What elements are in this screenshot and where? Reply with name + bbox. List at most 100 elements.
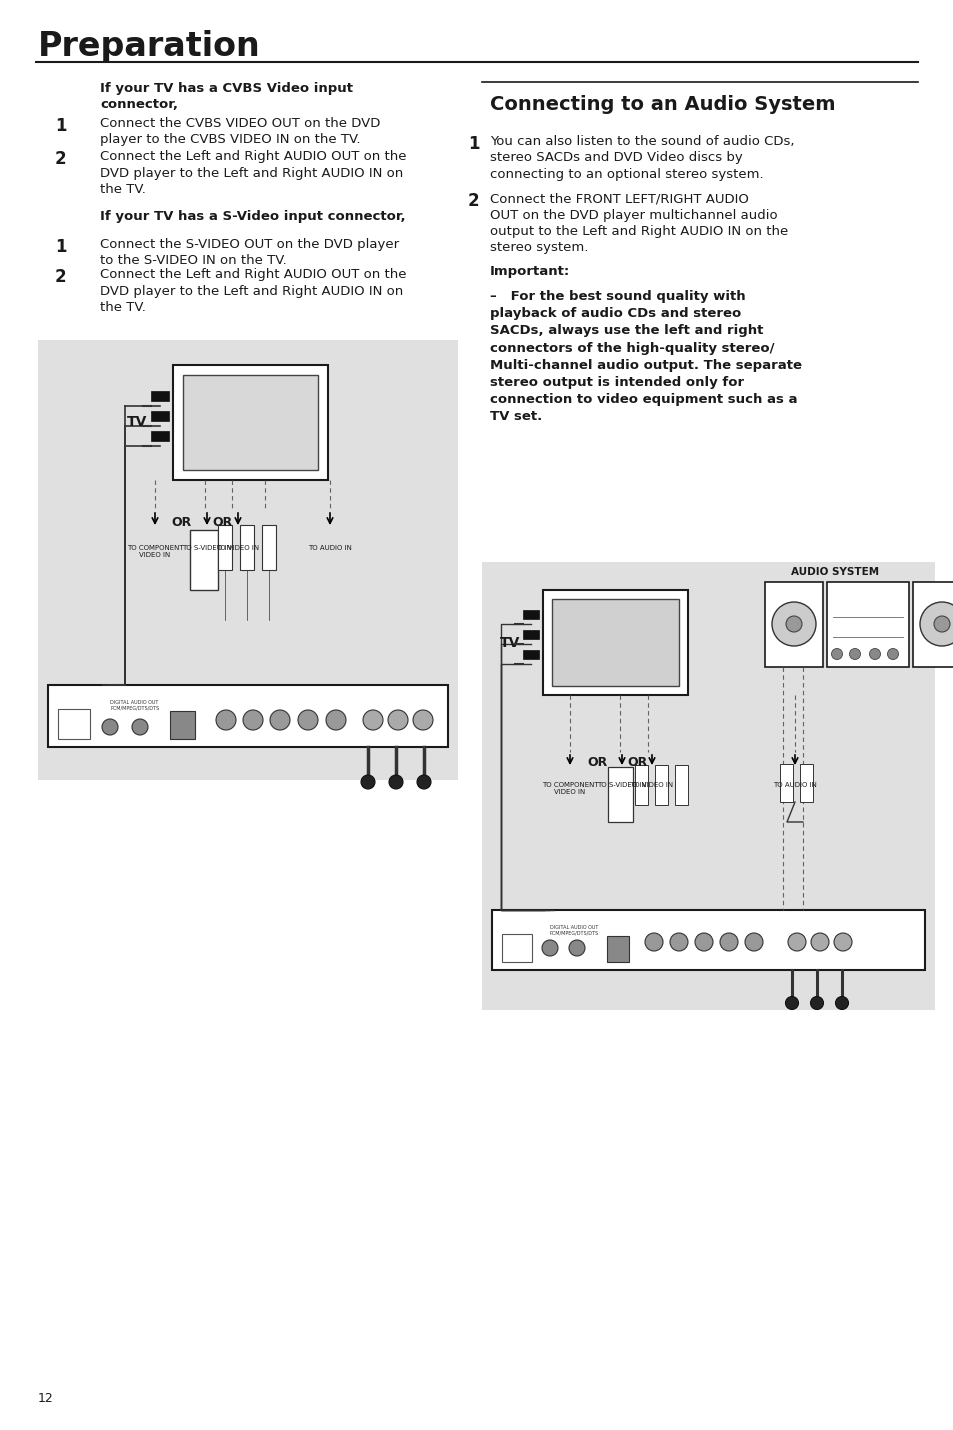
Bar xyxy=(58,709,90,739)
Bar xyxy=(481,562,934,1010)
Text: Connect the Left and Right AUDIO OUT on the
DVD player to the Left and Right AUD: Connect the Left and Right AUDIO OUT on … xyxy=(100,150,406,196)
Bar xyxy=(655,765,667,805)
Bar xyxy=(764,582,822,666)
Text: TV: TV xyxy=(127,416,148,429)
Text: TO VIDEO IN: TO VIDEO IN xyxy=(630,782,673,788)
Circle shape xyxy=(389,775,402,789)
Text: If your TV has a CVBS Video input
connector,: If your TV has a CVBS Video input connec… xyxy=(100,82,353,112)
Text: TO COMPONENT
VIDEO IN: TO COMPONENT VIDEO IN xyxy=(127,545,183,558)
Circle shape xyxy=(695,932,712,951)
Circle shape xyxy=(810,932,828,951)
Circle shape xyxy=(413,711,433,729)
Bar xyxy=(606,937,628,962)
Bar xyxy=(170,711,194,739)
Text: 12: 12 xyxy=(38,1391,53,1406)
Circle shape xyxy=(868,648,880,659)
Circle shape xyxy=(388,711,408,729)
Bar xyxy=(190,531,218,591)
Bar xyxy=(551,599,678,686)
Bar xyxy=(912,582,953,666)
Circle shape xyxy=(360,775,375,789)
Bar xyxy=(38,340,457,779)
Bar xyxy=(522,651,537,659)
Bar xyxy=(151,410,169,420)
Bar xyxy=(800,764,812,802)
Circle shape xyxy=(644,932,662,951)
Bar xyxy=(607,766,633,822)
Circle shape xyxy=(132,719,148,735)
Text: TO VIDEO IN: TO VIDEO IN xyxy=(216,545,259,551)
Bar xyxy=(262,525,275,571)
Circle shape xyxy=(787,932,805,951)
Circle shape xyxy=(243,711,263,729)
Circle shape xyxy=(270,711,290,729)
Text: 1: 1 xyxy=(55,237,67,256)
Circle shape xyxy=(669,932,687,951)
Circle shape xyxy=(416,775,431,789)
Bar xyxy=(492,909,924,970)
Text: DIGITAL AUDIO OUT
PCM/MPEG/DTS/DTS: DIGITAL AUDIO OUT PCM/MPEG/DTS/DTS xyxy=(110,701,159,711)
Text: TV: TV xyxy=(499,635,520,649)
Bar xyxy=(522,611,537,619)
Text: 2: 2 xyxy=(55,267,67,286)
Circle shape xyxy=(919,602,953,646)
Bar xyxy=(240,525,253,571)
Circle shape xyxy=(297,711,317,729)
Text: If your TV has a S-Video input connector,: If your TV has a S-Video input connector… xyxy=(100,210,405,223)
Text: Connect the CVBS VIDEO OUT on the DVD
player to the CVBS VIDEO IN on the TV.: Connect the CVBS VIDEO OUT on the DVD pl… xyxy=(100,117,380,146)
Bar xyxy=(151,390,169,400)
Circle shape xyxy=(833,932,851,951)
Bar xyxy=(542,591,687,695)
Text: Connect the Left and Right AUDIO OUT on the
DVD player to the Left and Right AUD: Connect the Left and Right AUDIO OUT on … xyxy=(100,267,406,315)
Circle shape xyxy=(835,997,847,1010)
Text: AUDIO SYSTEM: AUDIO SYSTEM xyxy=(790,568,878,576)
Circle shape xyxy=(771,602,815,646)
Text: TO COMPONENT
VIDEO IN: TO COMPONENT VIDEO IN xyxy=(541,782,598,795)
Circle shape xyxy=(886,648,898,659)
Bar xyxy=(780,764,792,802)
Text: 1: 1 xyxy=(468,134,479,153)
Text: TO S-VIDEO IN: TO S-VIDEO IN xyxy=(597,782,646,788)
Text: OR: OR xyxy=(587,755,607,768)
Circle shape xyxy=(785,616,801,632)
Text: TO AUDIO IN: TO AUDIO IN xyxy=(772,782,816,788)
Text: TO S-VIDEO IN: TO S-VIDEO IN xyxy=(182,545,232,551)
Bar xyxy=(182,375,317,470)
Bar xyxy=(48,685,448,746)
Text: Important:: Important: xyxy=(490,265,570,277)
Text: Connect the FRONT LEFT/RIGHT AUDIO
OUT on the DVD player multichannel audio
outp: Connect the FRONT LEFT/RIGHT AUDIO OUT o… xyxy=(490,192,787,255)
Circle shape xyxy=(744,932,762,951)
Circle shape xyxy=(215,711,235,729)
Circle shape xyxy=(102,719,118,735)
Text: Connect the S-VIDEO OUT on the DVD player
to the S-VIDEO IN on the TV.: Connect the S-VIDEO OUT on the DVD playe… xyxy=(100,237,398,267)
Text: 1: 1 xyxy=(55,117,67,134)
Text: Preparation: Preparation xyxy=(38,30,260,63)
Bar xyxy=(675,765,687,805)
Circle shape xyxy=(933,616,949,632)
Text: 2: 2 xyxy=(55,150,67,167)
Text: OR: OR xyxy=(172,515,192,529)
Text: –   For the best sound quality with
playback of audio CDs and stereo
SACDs, alwa: – For the best sound quality with playba… xyxy=(490,290,801,423)
Circle shape xyxy=(363,711,382,729)
Circle shape xyxy=(326,711,346,729)
Circle shape xyxy=(541,940,558,957)
Circle shape xyxy=(831,648,841,659)
Bar xyxy=(522,631,537,639)
Text: Connecting to an Audio System: Connecting to an Audio System xyxy=(490,94,835,114)
Circle shape xyxy=(568,940,584,957)
Circle shape xyxy=(810,997,822,1010)
Circle shape xyxy=(848,648,860,659)
Text: OR: OR xyxy=(626,755,646,768)
Circle shape xyxy=(720,932,738,951)
Bar xyxy=(635,765,647,805)
Bar xyxy=(218,525,232,571)
Bar xyxy=(172,365,327,480)
Bar xyxy=(826,582,908,666)
Text: DIGITAL AUDIO OUT
PCM/MPEG/DTS/DTS: DIGITAL AUDIO OUT PCM/MPEG/DTS/DTS xyxy=(550,925,598,935)
Text: TO AUDIO IN: TO AUDIO IN xyxy=(308,545,352,551)
Circle shape xyxy=(784,997,798,1010)
Text: 2: 2 xyxy=(468,192,479,210)
Bar xyxy=(151,430,169,440)
Text: You can also listen to the sound of audio CDs,
stereo SACDs and DVD Video discs : You can also listen to the sound of audi… xyxy=(490,134,794,182)
Bar xyxy=(501,934,532,962)
